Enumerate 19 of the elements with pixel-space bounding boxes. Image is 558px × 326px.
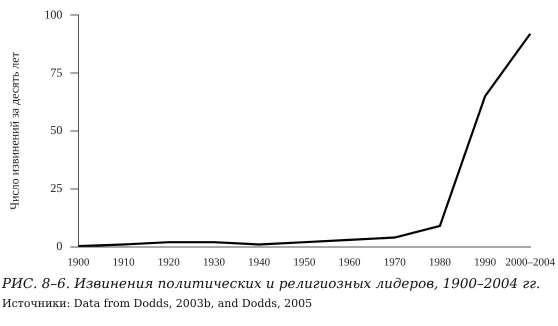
text: РИС. 8–6. Извинения политических и религиозных лидеров, 1900–2004 гг. bbox=[2, 276, 542, 292]
x-tick-label: 1970 bbox=[384, 256, 406, 268]
y-tick-label: 25 bbox=[50, 181, 62, 196]
x-tick-label: 1960 bbox=[338, 256, 362, 268]
y-tick-label: 0 bbox=[56, 238, 62, 253]
x-tick-label: 1930 bbox=[202, 256, 226, 268]
x-tick-label: 1910 bbox=[112, 256, 136, 268]
x-tick-label: 1920 bbox=[158, 256, 180, 268]
text: Источники: Data from Dodds, 2003b, and Dodds, 2005 bbox=[2, 297, 314, 310]
y-tick-label: 50 bbox=[50, 123, 62, 138]
x-tick-label: 1900 bbox=[67, 256, 90, 268]
x-tick-label: 1950 bbox=[293, 256, 316, 268]
x-tick-label: 1990 bbox=[474, 256, 497, 268]
y-tick-label: 100 bbox=[44, 7, 62, 22]
y-axis-title: Число извинений за десять лет bbox=[7, 51, 22, 210]
x-tick-label: 1980 bbox=[428, 256, 452, 268]
x-tick-label: 2000–2004 bbox=[506, 256, 556, 268]
x-tick-label: 1940 bbox=[248, 256, 271, 268]
y-tick-label: 75 bbox=[50, 65, 62, 80]
